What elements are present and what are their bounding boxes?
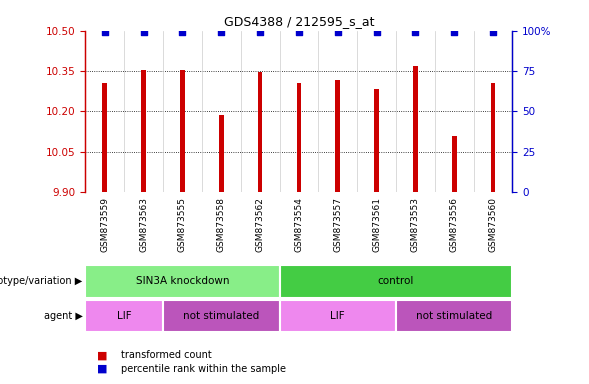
- Point: [411, 29, 420, 35]
- Text: agent ▶: agent ▶: [44, 311, 82, 321]
- Text: not stimulated: not stimulated: [183, 311, 259, 321]
- Text: control: control: [378, 276, 414, 286]
- Bar: [102, 83, 107, 192]
- Point: [488, 29, 498, 35]
- Title: GDS4388 / 212595_s_at: GDS4388 / 212595_s_at: [224, 15, 374, 28]
- Bar: [141, 70, 146, 192]
- Bar: [374, 89, 379, 192]
- Text: ■: ■: [97, 364, 108, 374]
- Text: GSM873562: GSM873562: [256, 197, 264, 252]
- Bar: [396, 300, 512, 332]
- Bar: [413, 66, 418, 192]
- Text: GSM873559: GSM873559: [100, 197, 110, 252]
- Text: LIF: LIF: [330, 311, 345, 321]
- Text: GSM873560: GSM873560: [488, 197, 498, 252]
- Point: [333, 29, 342, 35]
- Text: not stimulated: not stimulated: [416, 311, 492, 321]
- Point: [256, 29, 265, 35]
- Bar: [85, 300, 163, 332]
- Point: [294, 29, 304, 35]
- Text: GSM873561: GSM873561: [372, 197, 381, 252]
- Point: [139, 29, 148, 35]
- Text: GSM873557: GSM873557: [333, 197, 342, 252]
- Bar: [163, 300, 280, 332]
- Text: transformed count: transformed count: [121, 350, 211, 360]
- Bar: [85, 265, 280, 298]
- Bar: [280, 300, 396, 332]
- Bar: [280, 265, 512, 298]
- Text: GSM873554: GSM873554: [294, 197, 303, 252]
- Point: [100, 29, 110, 35]
- Text: GSM873553: GSM873553: [411, 197, 420, 252]
- Bar: [335, 81, 340, 192]
- Text: ■: ■: [97, 350, 108, 360]
- Text: genotype/variation ▶: genotype/variation ▶: [0, 276, 82, 286]
- Text: percentile rank within the sample: percentile rank within the sample: [121, 364, 286, 374]
- Text: GSM873555: GSM873555: [178, 197, 187, 252]
- Point: [178, 29, 187, 35]
- Text: GSM873563: GSM873563: [139, 197, 148, 252]
- Text: LIF: LIF: [117, 311, 131, 321]
- Point: [217, 29, 226, 35]
- Text: SIN3A knockdown: SIN3A knockdown: [135, 276, 229, 286]
- Bar: [219, 115, 224, 192]
- Bar: [491, 83, 495, 192]
- Bar: [452, 136, 456, 192]
- Text: GSM873558: GSM873558: [217, 197, 226, 252]
- Text: GSM873556: GSM873556: [449, 197, 459, 252]
- Bar: [297, 83, 301, 192]
- Point: [372, 29, 381, 35]
- Point: [449, 29, 459, 35]
- Bar: [258, 72, 263, 192]
- Bar: [180, 70, 185, 192]
